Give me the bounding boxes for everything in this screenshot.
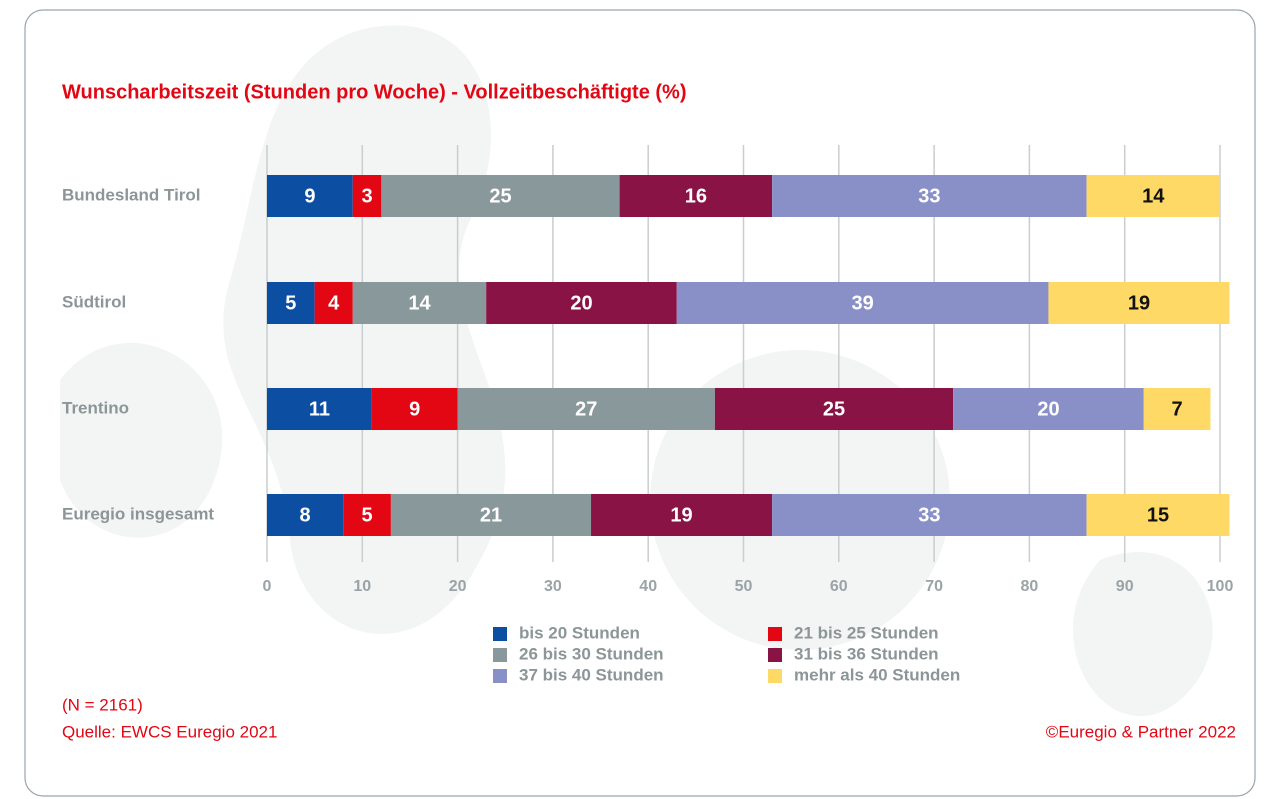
legend-label: bis 20 Stunden: [519, 623, 640, 642]
x-tick-label: 50: [735, 578, 753, 595]
x-tick-label: 80: [1021, 578, 1039, 595]
data-label: 21: [480, 504, 502, 526]
y-tick-label: Trentino: [62, 398, 129, 417]
data-label: 11: [309, 398, 330, 420]
y-tick-label: Euregio insgesamt: [62, 504, 214, 523]
x-tick-label: 90: [1116, 578, 1134, 595]
x-tick-label: 10: [353, 578, 371, 595]
legend-swatch: [768, 669, 782, 683]
y-tick-label: Südtirol: [62, 292, 126, 311]
x-tick-label: 40: [639, 578, 657, 595]
legend-swatch: [493, 648, 507, 662]
note: (N = 2161): [62, 695, 143, 714]
x-tick-label: 0: [263, 578, 272, 595]
data-label: 33: [918, 504, 940, 526]
x-tick-label: 60: [830, 578, 848, 595]
legend-label: 37 bis 40 Stunden: [519, 665, 664, 684]
data-label: 25: [823, 398, 845, 420]
data-label: 9: [304, 185, 315, 207]
data-label: 4: [328, 292, 340, 314]
legend-swatch: [768, 648, 782, 662]
x-tick-label: 100: [1207, 578, 1234, 595]
legend-label: mehr als 40 Stunden: [794, 665, 960, 684]
data-label: 19: [1128, 292, 1150, 314]
data-label: 5: [285, 292, 296, 314]
data-label: 15: [1147, 504, 1169, 526]
data-label: 14: [1142, 185, 1165, 207]
data-label: 16: [685, 185, 707, 207]
chart-title: Wunscharbeitszeit (Stunden pro Woche) - …: [62, 81, 687, 103]
x-tick-label: 70: [925, 578, 943, 595]
data-label: 20: [570, 292, 592, 314]
data-label: 7: [1172, 398, 1183, 420]
x-tick-label: 20: [449, 578, 467, 595]
copyright: ©Euregio & Partner 2022: [1046, 722, 1236, 741]
x-tick-label: 30: [544, 578, 562, 595]
legend-label: 21 bis 25 Stunden: [794, 623, 939, 642]
legend-label: 31 bis 36 Stunden: [794, 644, 939, 663]
legend-swatch: [493, 627, 507, 641]
data-label: 33: [918, 185, 940, 207]
data-label: 27: [575, 398, 597, 420]
data-label: 5: [362, 504, 373, 526]
legend-swatch: [768, 627, 782, 641]
legend-swatch: [493, 669, 507, 683]
data-label: 14: [408, 292, 431, 314]
data-label: 8: [300, 504, 311, 526]
source: Quelle: EWCS Euregio 2021: [62, 722, 277, 741]
chart: Wunscharbeitszeit (Stunden pro Woche) - …: [0, 0, 1281, 799]
legend-label: 26 bis 30 Stunden: [519, 644, 664, 663]
data-label: 20: [1037, 398, 1059, 420]
data-label: 9: [409, 398, 420, 420]
y-tick-label: Bundesland Tirol: [62, 185, 201, 204]
data-label: 25: [489, 185, 511, 207]
data-label: 39: [852, 292, 874, 314]
data-label: 19: [670, 504, 692, 526]
data-label: 3: [362, 185, 373, 207]
